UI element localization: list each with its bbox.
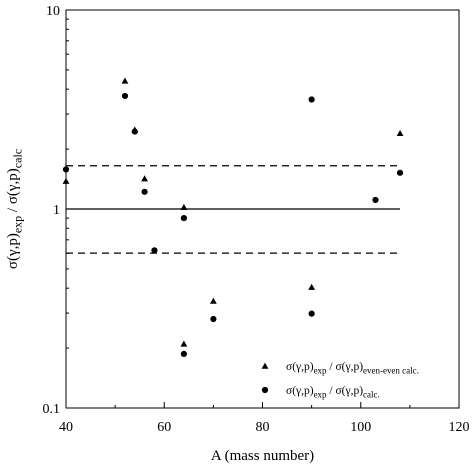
reference-lines [66,165,401,254]
triangle-point [180,203,188,211]
triangle-point [396,129,404,137]
circle-point [308,96,315,103]
triangle-point [141,175,148,182]
data-points [62,77,404,358]
x-tick-label: 80 [256,420,270,435]
legend-label: σ(γ,p)exp / σ(γ,p)calc. [286,385,380,400]
circle-point [210,315,217,323]
circle-point [396,169,404,176]
circle-point [151,247,158,254]
y-tick-label: 10 [46,4,60,19]
x-tick-label: 120 [449,420,470,435]
triangle-point [62,177,70,184]
triangle-point [308,283,316,290]
y-axis: 0.1 1 10 [43,4,72,417]
y-axis-label: σ(γ,p)exp / σ(γ,p)calc [5,149,25,269]
y-tick-label: 1 [53,203,60,218]
x-tick-label: 60 [157,420,171,435]
circle-point [131,128,138,135]
x-tick-label: 100 [350,420,371,435]
circle-point [180,350,187,358]
y-tick-label: 0.1 [43,402,61,417]
triangle-point [180,340,188,347]
circle-point [141,188,148,195]
x-axis: 40 60 80 100 120 [59,402,470,435]
circle-point [308,310,315,317]
triangle-point [121,77,129,84]
legend: σ(γ,p)exp / σ(γ,p)even-even calc. σ(γ,p)e… [261,361,419,400]
circle-point [372,196,379,204]
x-tick-label: 40 [59,420,73,435]
x-axis-label: A (mass number) [211,448,314,464]
circle-point [180,215,187,222]
legend-circle-marker [261,386,269,394]
circle-point [121,92,129,100]
circle-point [62,166,70,173]
triangle-point [209,297,217,304]
legend-triangle-marker [261,362,269,369]
legend-label: σ(γ,p)exp / σ(γ,p)even-even calc. [286,361,419,376]
